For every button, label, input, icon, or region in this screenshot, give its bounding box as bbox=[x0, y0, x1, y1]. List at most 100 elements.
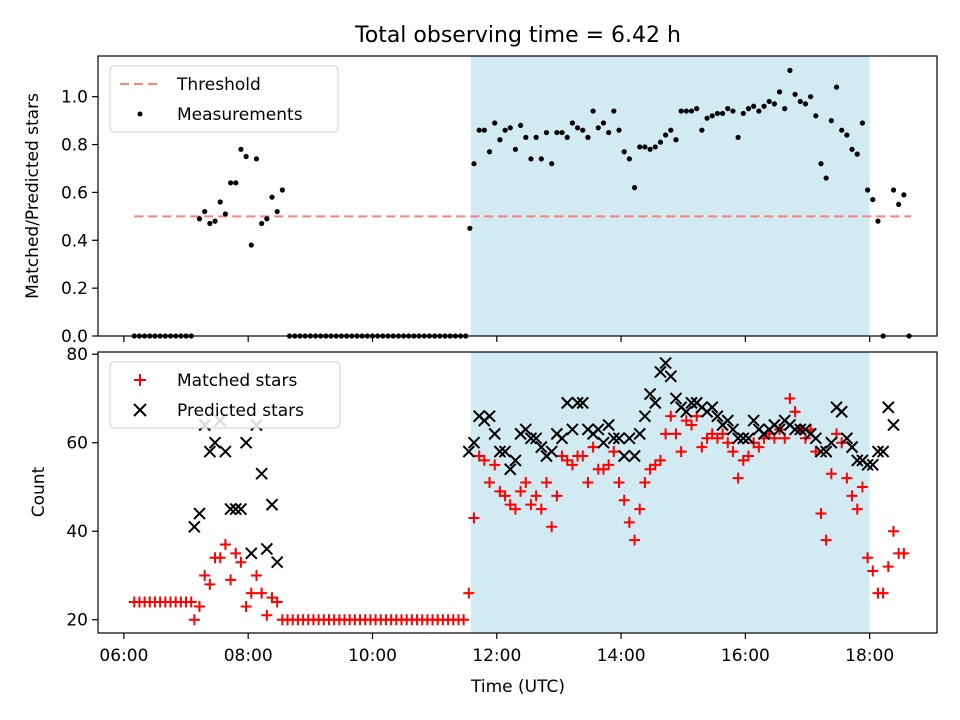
predicted-star-point bbox=[887, 418, 900, 432]
top-axes-frame bbox=[97, 55, 938, 337]
measurement-point bbox=[657, 139, 664, 145]
measurement-point bbox=[512, 146, 519, 152]
bottom-y-tick-label: 40 bbox=[66, 522, 88, 542]
x-tick-label: 18:00 bbox=[845, 646, 894, 666]
measurement-point bbox=[585, 134, 591, 140]
measurement-point bbox=[782, 106, 788, 112]
matched-star-point bbox=[509, 503, 521, 515]
matched-star-point bbox=[240, 600, 252, 612]
matched-star-point bbox=[608, 446, 620, 458]
measurement-point bbox=[761, 103, 767, 109]
matched-star-point bbox=[245, 587, 257, 599]
measurement-point bbox=[735, 134, 741, 140]
measurement-point bbox=[813, 113, 819, 119]
predicted-star-point bbox=[504, 463, 517, 476]
measurement-point bbox=[730, 108, 736, 114]
top-panel: 0.0 0.2 0.4 0.6 0.8 1.0 Matched/Predicted sta… bbox=[23, 55, 938, 347]
predicted-star-point bbox=[467, 436, 481, 449]
measurement-point bbox=[642, 144, 648, 150]
measurement-point bbox=[890, 187, 897, 193]
predicted-star-point bbox=[535, 440, 548, 454]
measurement-point bbox=[600, 120, 607, 126]
measurement-point bbox=[467, 225, 473, 231]
measurement-point bbox=[668, 127, 674, 133]
measurement-point bbox=[202, 208, 208, 215]
matched-star-point bbox=[204, 578, 216, 590]
predicted-star-point bbox=[566, 423, 579, 436]
matched-star-point bbox=[634, 503, 646, 515]
matched-star-point bbox=[515, 485, 527, 497]
matched-star-point bbox=[675, 446, 687, 458]
predicted-star-point bbox=[680, 405, 693, 418]
matched-star-point bbox=[271, 596, 283, 608]
predicted-star-point bbox=[555, 432, 569, 445]
measurement-point bbox=[719, 110, 726, 117]
measurement-point bbox=[751, 103, 757, 109]
matched-star-point bbox=[520, 477, 532, 489]
matched-star-point bbox=[887, 525, 899, 537]
matched-star-point bbox=[877, 587, 889, 599]
measurement-point bbox=[901, 192, 907, 198]
matched-star-point bbox=[582, 477, 594, 489]
predicted-star-point bbox=[612, 432, 626, 445]
predicted-star-point bbox=[664, 370, 678, 383]
matched-star-point bbox=[463, 587, 475, 599]
measurement-point bbox=[694, 106, 700, 112]
measurement-point bbox=[647, 146, 653, 152]
measurement-point bbox=[233, 180, 239, 186]
matched-star-point bbox=[882, 561, 894, 573]
measurement-point bbox=[492, 120, 498, 126]
measurement-point bbox=[714, 110, 721, 117]
measurement-point bbox=[875, 218, 881, 224]
predicted-star-point bbox=[493, 445, 507, 458]
measurement-point bbox=[678, 108, 684, 114]
matched-star-point bbox=[535, 503, 547, 515]
measurement-point bbox=[833, 84, 840, 90]
measurement-point bbox=[808, 94, 814, 100]
figure-title: Total observing time = 6.42 h bbox=[354, 23, 681, 48]
measurement-point bbox=[818, 161, 824, 167]
measurement-point bbox=[652, 144, 658, 150]
matched-star-point bbox=[458, 614, 470, 626]
matched-star-point bbox=[810, 446, 822, 458]
matched-star-point bbox=[551, 490, 563, 502]
measurement-point bbox=[217, 199, 223, 205]
measurement-point bbox=[274, 208, 280, 215]
top-y-tick-label: 1.0 bbox=[61, 88, 88, 108]
measurement-point bbox=[502, 127, 508, 133]
matched-star-point bbox=[219, 538, 231, 550]
predicted-star-point bbox=[270, 555, 284, 569]
matched-star-point bbox=[587, 441, 599, 453]
predicted-star-point bbox=[561, 396, 574, 410]
matched-star-point bbox=[696, 441, 708, 453]
measurement-point bbox=[709, 113, 715, 119]
matched-star-point bbox=[618, 494, 630, 506]
measurement-point bbox=[222, 211, 229, 217]
measurement-point bbox=[227, 180, 234, 186]
matched-star-point bbox=[815, 508, 827, 520]
predicted-star-point bbox=[825, 436, 838, 449]
predicted-star-point bbox=[219, 445, 232, 458]
measurement-point bbox=[549, 161, 555, 167]
measurement-point bbox=[699, 127, 705, 133]
matched-star-point bbox=[185, 596, 197, 608]
x-tick-label: 10:00 bbox=[348, 646, 397, 666]
predicted-star-point bbox=[742, 432, 755, 445]
bottom-y-tick-label: 60 bbox=[66, 434, 88, 454]
matched-star-point bbox=[654, 454, 666, 466]
measurement-point bbox=[538, 156, 544, 162]
measurement-point bbox=[870, 196, 876, 203]
measurement-point bbox=[528, 156, 534, 162]
measurement-point bbox=[745, 106, 752, 112]
measurement-point bbox=[797, 98, 803, 105]
measurement-point bbox=[637, 144, 643, 150]
matched-star-point bbox=[225, 574, 237, 586]
measurement-point bbox=[896, 201, 902, 207]
matched-star-point bbox=[722, 437, 734, 449]
matched-star-point bbox=[613, 477, 625, 489]
measurement-point bbox=[849, 146, 855, 152]
predicted-star-point bbox=[835, 405, 848, 418]
predicted-star-point bbox=[726, 423, 740, 436]
top-y-tick-label: 0.2 bbox=[61, 279, 88, 299]
predicted-star-point bbox=[628, 449, 641, 463]
